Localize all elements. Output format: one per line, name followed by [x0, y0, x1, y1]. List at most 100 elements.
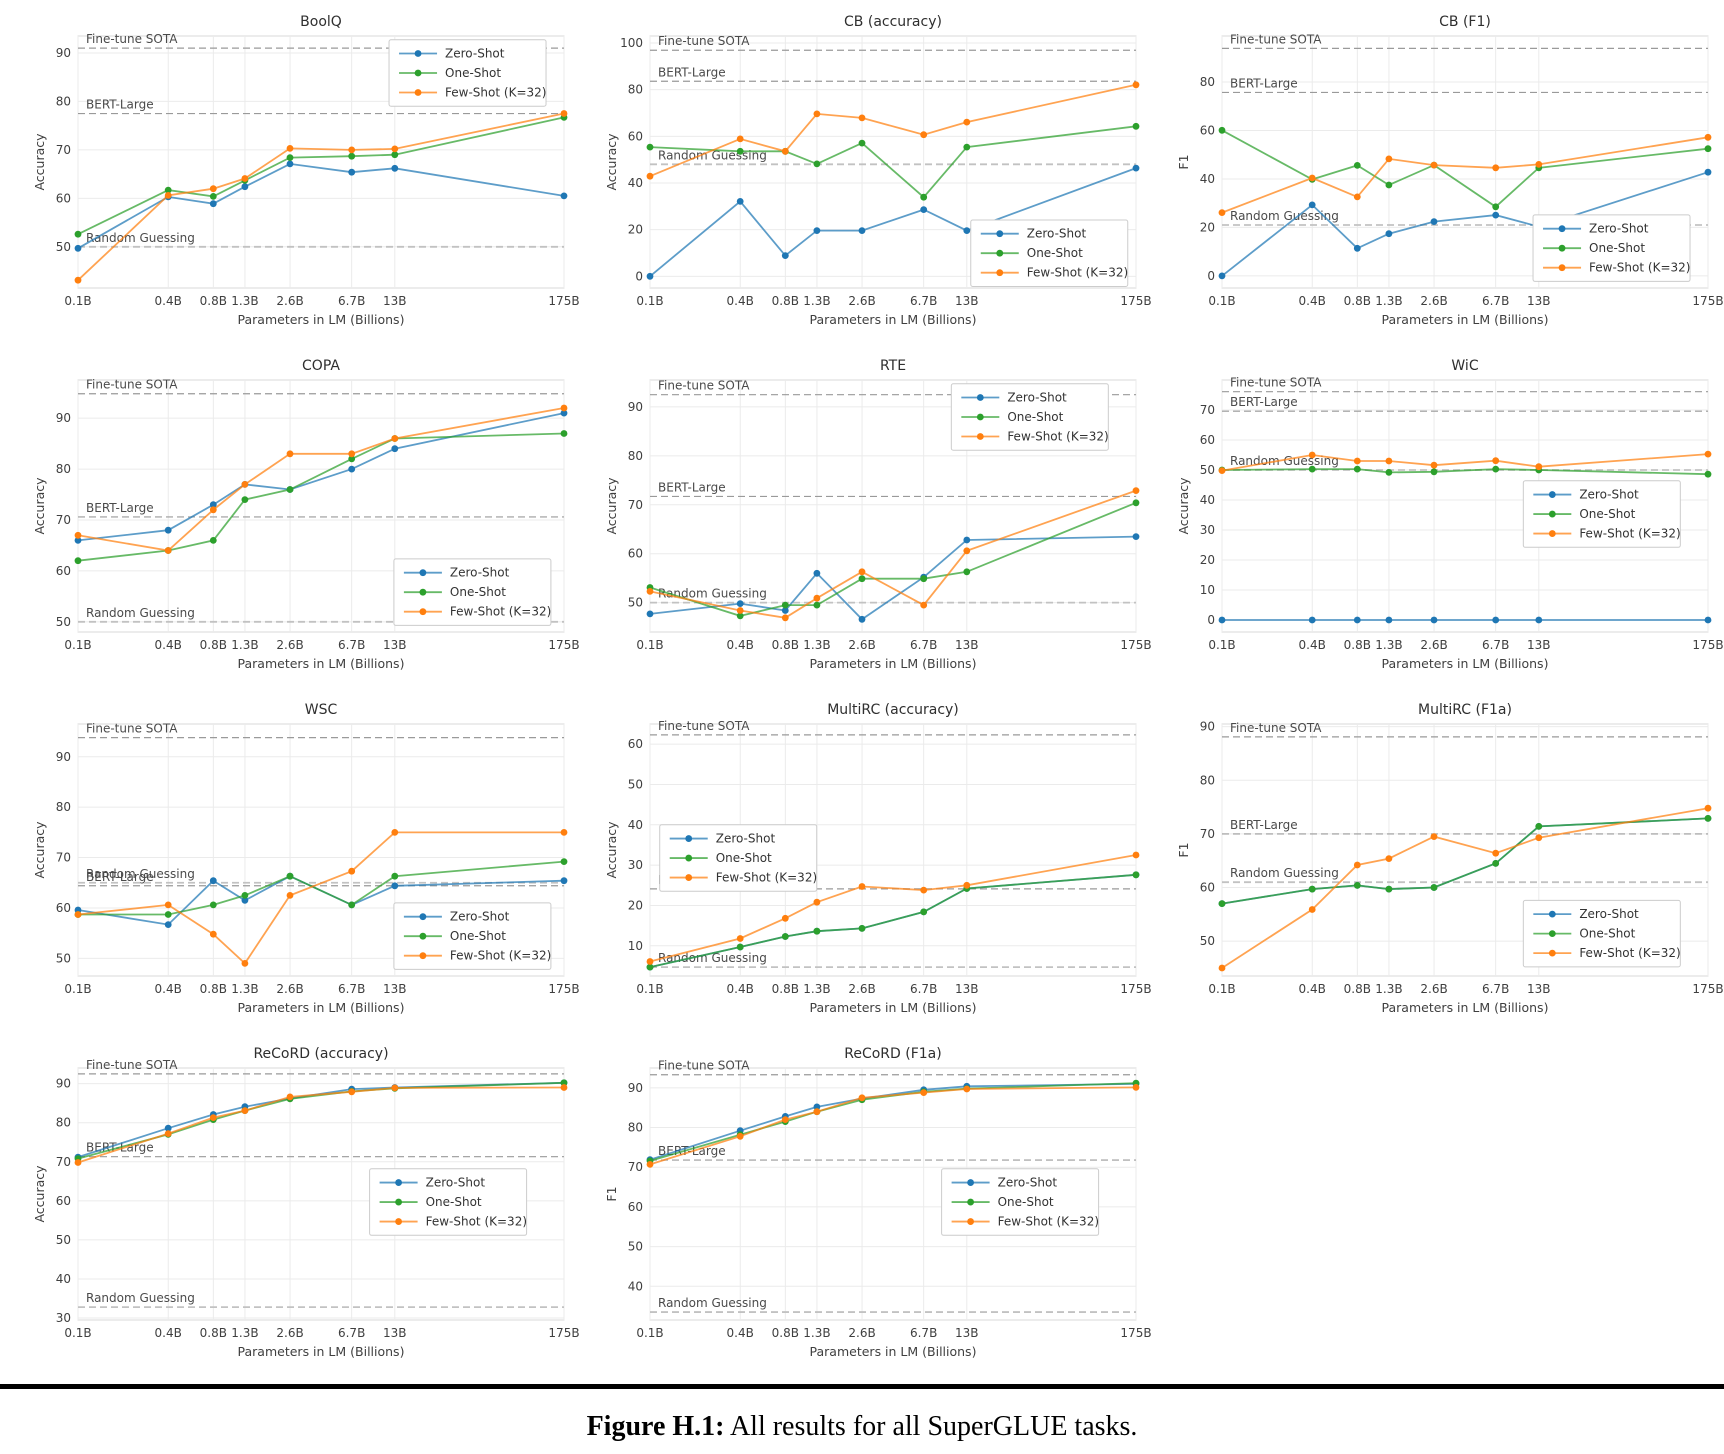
svg-text:175B: 175B	[1120, 638, 1151, 652]
legend: Zero-Shot One-Shot Few-Shot (K=32)	[1522, 480, 1681, 548]
svg-text:0.4B: 0.4B	[155, 1326, 182, 1340]
series-few-shot-k-32	[646, 487, 1140, 622]
svg-text:Fine-tune SOTA: Fine-tune SOTA	[658, 719, 750, 733]
svg-text:175B: 175B	[1120, 982, 1151, 996]
series-one-shot	[646, 122, 1140, 201]
legend: Zero-Shot One-Shot Few-Shot (K=32)	[1522, 899, 1681, 968]
svg-text:40: 40	[56, 1272, 71, 1286]
svg-text:6.7B: 6.7B	[338, 1326, 365, 1340]
svg-text:90: 90	[56, 411, 71, 425]
chart-boolq: BoolQ Parameters in LM (Billions) Accuracy…	[30, 12, 580, 332]
svg-text:6.7B: 6.7B	[338, 638, 365, 652]
svg-text:40: 40	[1200, 493, 1215, 507]
svg-text:0.1B: 0.1B	[1208, 982, 1235, 996]
svg-text:Accuracy: Accuracy	[32, 1165, 47, 1223]
svg-text:2.6B: 2.6B	[848, 1326, 875, 1340]
svg-text:Zero-Shot: Zero-Shot	[1007, 391, 1067, 405]
svg-text:Few-Shot (K=32): Few-Shot (K=32)	[1027, 266, 1128, 280]
svg-text:Random Guessing: Random Guessing	[658, 951, 767, 965]
svg-text:6.7B: 6.7B	[910, 294, 937, 308]
svg-text:0.1B: 0.1B	[636, 638, 663, 652]
svg-text:Few-Shot (K=32): Few-Shot (K=32)	[1579, 527, 1680, 541]
legend: Zero-Shot One-Shot Few-Shot (K=32)	[393, 558, 552, 626]
svg-text:Fine-tune SOTA: Fine-tune SOTA	[86, 378, 178, 392]
svg-text:1.3B: 1.3B	[1375, 982, 1402, 996]
svg-text:0.8B: 0.8B	[200, 1326, 227, 1340]
chart-svg-wic: WiC Parameters in LM (Billions) Accuracy 0 1…	[1176, 358, 1724, 671]
svg-text:Parameters in LM (Billions): Parameters in LM (Billions)	[238, 1000, 405, 1015]
svg-text:70: 70	[628, 1160, 643, 1174]
svg-text:Fine-tune SOTA: Fine-tune SOTA	[1230, 721, 1322, 735]
svg-text:100: 100	[620, 36, 643, 50]
svg-text:6.7B: 6.7B	[1482, 638, 1509, 652]
svg-text:20: 20	[628, 223, 643, 237]
svg-text:Few-Shot (K=32): Few-Shot (K=32)	[426, 1215, 527, 1229]
svg-text:175B: 175B	[1120, 1326, 1151, 1340]
series-few-shot-k-32	[74, 829, 568, 967]
svg-text:Parameters in LM (Billions): Parameters in LM (Billions)	[1382, 1000, 1549, 1015]
svg-text:1.3B: 1.3B	[803, 638, 830, 652]
svg-text:60: 60	[628, 737, 643, 751]
series-few-shot-k-32	[74, 404, 568, 554]
svg-text:2.6B: 2.6B	[276, 638, 303, 652]
svg-text:13B: 13B	[955, 1326, 979, 1340]
svg-text:Zero-Shot: Zero-Shot	[1579, 488, 1639, 502]
svg-text:0.4B: 0.4B	[155, 294, 182, 308]
svg-text:Random Guessing: Random Guessing	[86, 867, 195, 881]
svg-text:One-Shot: One-Shot	[1579, 927, 1635, 941]
svg-text:One-Shot: One-Shot	[426, 1195, 482, 1209]
svg-text:2.6B: 2.6B	[848, 638, 875, 652]
svg-text:One-Shot: One-Shot	[450, 929, 506, 943]
chart-svg-wsc: WSC Parameters in LM (Billions) Accuracy 50…	[32, 702, 580, 1015]
svg-text:MultiRC (accuracy): MultiRC (accuracy)	[827, 702, 959, 718]
svg-text:175B: 175B	[1692, 294, 1723, 308]
svg-text:Random Guessing: Random Guessing	[658, 587, 767, 601]
svg-text:50: 50	[56, 1233, 71, 1247]
reference-lines: Fine-tune SOTA BERT-Large Random Guessing	[78, 378, 564, 623]
figure-caption: Figure H.1: All results for all SuperGLU…	[0, 1411, 1724, 1443]
svg-text:1.3B: 1.3B	[231, 638, 258, 652]
svg-text:70: 70	[628, 498, 643, 512]
svg-text:Accuracy: Accuracy	[1176, 477, 1191, 535]
svg-text:One-Shot: One-Shot	[716, 851, 772, 865]
svg-text:90: 90	[56, 750, 71, 764]
svg-text:BERT-Large: BERT-Large	[86, 870, 154, 884]
svg-text:50: 50	[628, 1240, 643, 1254]
svg-text:One-Shot: One-Shot	[1589, 241, 1645, 255]
chart-record-accuracy: ReCoRD (accuracy) Parameters in LM (Billi…	[30, 1044, 580, 1364]
svg-text:Random Guessing: Random Guessing	[1230, 866, 1339, 880]
chart-cb-f1: CB (F1) Parameters in LM (Billions) F1 0 20 4…	[1174, 12, 1724, 332]
svg-text:BERT-Large: BERT-Large	[86, 98, 154, 112]
chart-svg-multirc-accuracy: MultiRC (accuracy) Parameters in LM (Bill…	[604, 702, 1152, 1015]
svg-text:60: 60	[1200, 433, 1215, 447]
svg-text:60: 60	[56, 564, 71, 578]
svg-text:0.4B: 0.4B	[155, 982, 182, 996]
series-one-shot	[1218, 465, 1712, 478]
caption-area: Figure H.1: All results for all SuperGLU…	[0, 1384, 1724, 1443]
svg-text:WSC: WSC	[305, 702, 338, 718]
chart-svg-boolq: BoolQ Parameters in LM (Billions) Accuracy…	[32, 14, 580, 327]
svg-text:Zero-Shot: Zero-Shot	[1579, 907, 1639, 921]
svg-text:BERT-Large: BERT-Large	[658, 480, 726, 494]
svg-text:80: 80	[628, 1121, 643, 1135]
svg-text:0: 0	[1207, 613, 1215, 627]
svg-text:6.7B: 6.7B	[338, 294, 365, 308]
chart-svg-copa: COPA Parameters in LM (Billions) Accuracy 5…	[32, 358, 580, 671]
svg-text:90: 90	[1200, 720, 1215, 734]
svg-text:60: 60	[56, 901, 71, 915]
svg-text:60: 60	[1200, 124, 1215, 138]
caption-text: All results for all SuperGLUE tasks.	[724, 1411, 1138, 1442]
svg-text:0: 0	[1207, 269, 1215, 283]
svg-text:175B: 175B	[548, 982, 579, 996]
svg-text:0.8B: 0.8B	[200, 638, 227, 652]
svg-text:1.3B: 1.3B	[231, 982, 258, 996]
svg-text:BERT-Large: BERT-Large	[86, 501, 154, 515]
series-few-shot-k-32	[74, 1084, 568, 1166]
svg-text:2.6B: 2.6B	[1420, 638, 1447, 652]
svg-text:90: 90	[628, 400, 643, 414]
svg-text:0.8B: 0.8B	[1344, 982, 1371, 996]
svg-text:F1: F1	[604, 1186, 619, 1201]
svg-text:20: 20	[1200, 553, 1215, 567]
svg-text:0.8B: 0.8B	[200, 294, 227, 308]
svg-text:One-Shot: One-Shot	[1027, 246, 1083, 260]
